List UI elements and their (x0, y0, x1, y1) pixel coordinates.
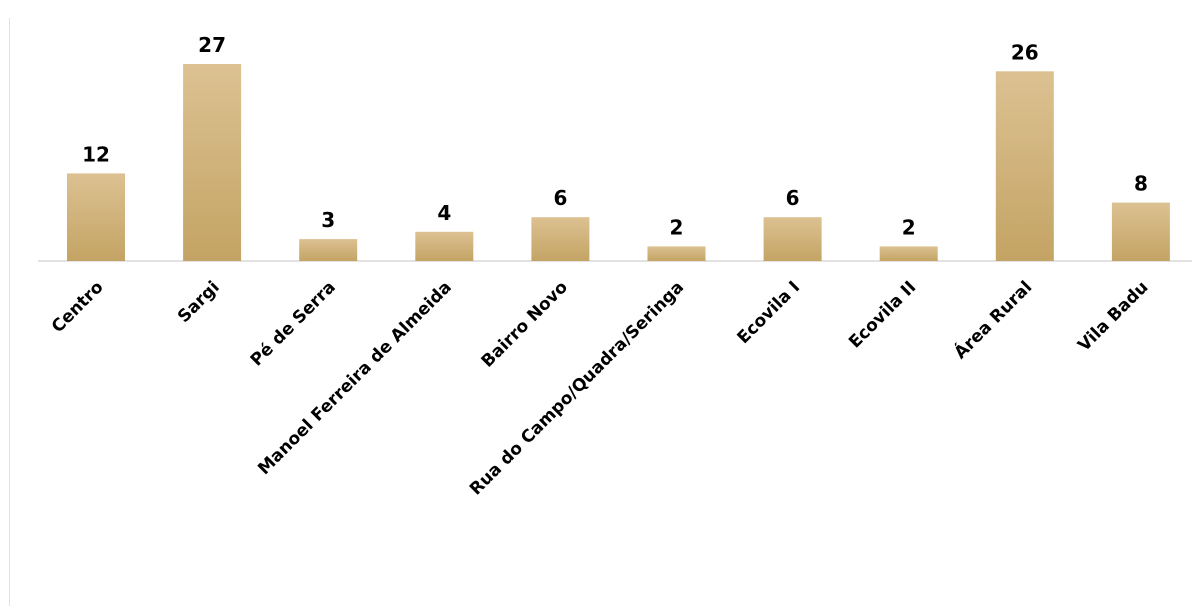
bar-5 (647, 246, 706, 261)
bars-group (67, 64, 1170, 261)
category-label-9: Vila Badu (1074, 277, 1152, 355)
value-label-8: 26 (1011, 40, 1039, 64)
value-label-6: 6 (786, 186, 800, 210)
value-label-1: 27 (198, 33, 226, 57)
category-label-5: Rua do Campo/Quadra/Seringa (466, 277, 688, 499)
bar-7 (879, 246, 938, 261)
value-label-9: 8 (1134, 172, 1148, 196)
value-label-2: 3 (321, 208, 335, 232)
category-label-8: Área Rural (949, 276, 1036, 363)
bar-8 (995, 71, 1054, 261)
bar-0 (67, 173, 125, 261)
chart-frame-left-border (9, 18, 10, 606)
bar-3 (415, 231, 474, 261)
bar-9 (1111, 202, 1170, 261)
value-label-5: 2 (670, 215, 684, 239)
category-label-2: Pé de Serra (247, 277, 340, 370)
category-label-3: Manoel Ferreira de Almeida (254, 277, 456, 479)
value-label-4: 6 (553, 186, 567, 210)
category-label-1: Sargi (174, 277, 224, 327)
value-label-0: 12 (82, 142, 110, 166)
value-label-7: 2 (902, 215, 916, 239)
category-label-7: Ecovila II (845, 277, 920, 352)
bar-2 (299, 239, 358, 261)
category-label-4: Bairro Novo (478, 277, 572, 371)
category-label-0: Centro (48, 277, 108, 337)
value-label-3: 4 (437, 201, 451, 225)
bar-1 (183, 64, 242, 261)
bar-6 (763, 217, 822, 261)
bar-4 (531, 217, 590, 261)
category-label-6: Ecovila I (734, 277, 805, 348)
